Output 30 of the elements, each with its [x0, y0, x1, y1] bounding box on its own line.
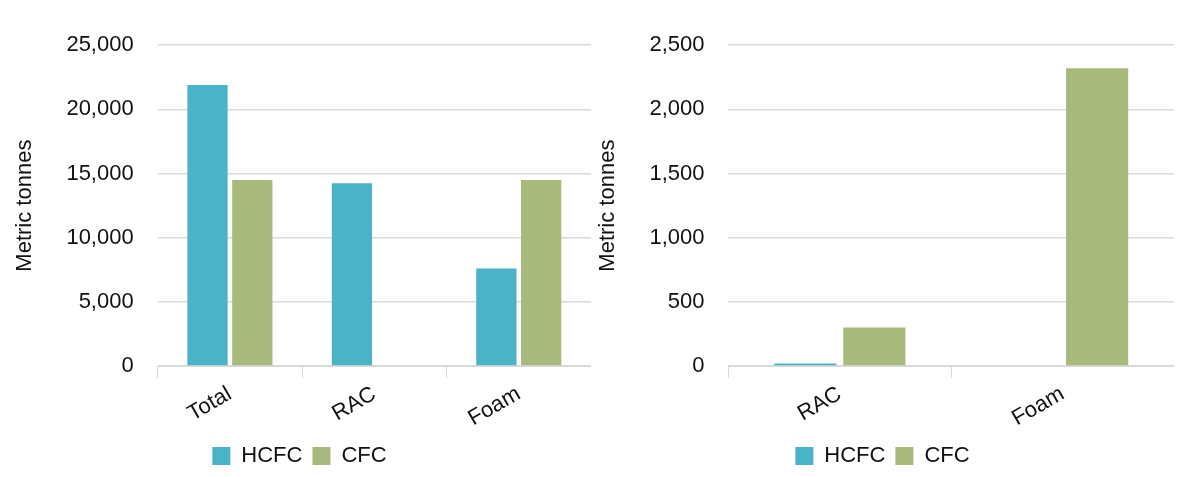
x-tick-label: RAC	[792, 380, 846, 426]
x-tick-label: Foam	[1006, 380, 1069, 431]
bar	[232, 179, 273, 366]
y-tick-label: 15,000	[66, 159, 134, 185]
x-tick-label: Foam	[463, 380, 525, 431]
legend-label: CFC	[341, 442, 387, 468]
bar	[1066, 68, 1129, 366]
legend-label: HCFC	[824, 442, 886, 468]
y-tick-label: 0	[121, 352, 134, 378]
y-axis-title: Metric tonnes	[594, 139, 620, 272]
y-axis-title: Metric tonnes	[11, 139, 37, 272]
legend-label: HCFC	[241, 442, 303, 468]
y-tick-label: 0	[692, 352, 705, 378]
bar	[476, 268, 517, 366]
x-tick-label: Total	[182, 380, 236, 426]
bar	[521, 179, 562, 366]
legend-label: CFC	[924, 442, 970, 468]
y-tick-label: 20,000	[66, 95, 134, 121]
bar	[331, 183, 373, 366]
y-tick-label: 10,000	[66, 223, 134, 249]
y-tick-label: 2,000	[649, 95, 705, 121]
y-tick-label: 2,500	[649, 31, 705, 57]
x-tick-label: RAC	[327, 380, 380, 426]
bar	[187, 84, 228, 366]
y-tick-label: 1,500	[649, 159, 705, 185]
y-tick-label: 1,000	[649, 223, 705, 249]
y-tick-label: 5,000	[78, 287, 134, 313]
y-tick-label: 25,000	[66, 31, 134, 57]
bar	[843, 327, 906, 366]
y-tick-label: 500	[667, 287, 705, 313]
